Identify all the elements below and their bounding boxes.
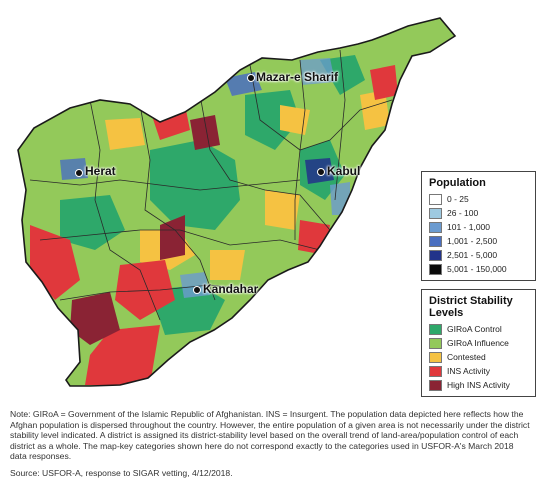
legend-swatch bbox=[429, 323, 442, 335]
population-legend-title: Population bbox=[429, 177, 486, 189]
legend-item: 1,001 - 2,500 bbox=[429, 234, 529, 248]
afghanistan-district-map bbox=[17, 17, 457, 387]
city-marker-kabul bbox=[317, 168, 325, 176]
stability-legend-title: District Stability Levels bbox=[429, 295, 529, 319]
city-label-kabul: Kabul bbox=[327, 164, 361, 178]
legend-swatch bbox=[429, 235, 442, 247]
map-source: Source: USFOR-A, response to SIGAR vetti… bbox=[10, 468, 233, 478]
legend-label: Contested bbox=[447, 352, 486, 362]
district-contested-region bbox=[265, 190, 300, 230]
legend-label: 1,001 - 2,500 bbox=[447, 236, 498, 246]
map-area: Mazar-e Sharif Herat Kabul Kandahar Popu… bbox=[17, 17, 536, 397]
city-marker-mazar bbox=[247, 74, 255, 82]
stability-legend: District Stability Levels GIRoA Control … bbox=[421, 289, 536, 397]
district-high-ins-region bbox=[160, 215, 185, 260]
stability-legend-title-line2: Levels bbox=[429, 307, 464, 319]
city-marker-kandahar bbox=[193, 286, 201, 294]
legend-item: Contested bbox=[429, 350, 529, 364]
legend-item: 101 - 1,000 bbox=[429, 220, 529, 234]
legend-swatch bbox=[429, 351, 442, 363]
map-note: Note: GIRoA = Government of the Islamic … bbox=[10, 409, 530, 462]
legend-swatch bbox=[429, 207, 442, 219]
district-ins-activity-region bbox=[370, 65, 398, 100]
district-ins-activity-region bbox=[30, 225, 80, 300]
legend-label: 0 - 25 bbox=[447, 194, 469, 204]
population-dense-region bbox=[300, 58, 335, 85]
legend-label: 26 - 100 bbox=[447, 208, 479, 218]
district-control-region bbox=[245, 90, 300, 150]
stability-legend-title-line1: District Stability bbox=[429, 295, 513, 307]
district-contested-region bbox=[105, 118, 145, 150]
legend-label: 2,501 - 5,000 bbox=[447, 250, 498, 260]
legend-label: 5,001 - 150,000 bbox=[447, 264, 507, 274]
legend-item: GIRoA Influence bbox=[429, 336, 529, 350]
legend-item: INS Activity bbox=[429, 364, 529, 378]
legend-item: 26 - 100 bbox=[429, 206, 529, 220]
population-dense-region bbox=[180, 272, 210, 298]
district-borders bbox=[29, 49, 393, 321]
legend-item: High INS Activity bbox=[429, 378, 529, 392]
district-control-region bbox=[150, 140, 240, 230]
legend-swatch bbox=[429, 249, 442, 261]
city-label-kandahar: Kandahar bbox=[203, 282, 259, 296]
city-label-herat: Herat bbox=[85, 164, 116, 178]
population-dense-region bbox=[330, 182, 350, 215]
city-label-mazar: Mazar-e Sharif bbox=[256, 70, 339, 84]
legend-swatch bbox=[429, 263, 442, 275]
legend-item: GIRoA Control bbox=[429, 322, 529, 336]
population-dense-region bbox=[60, 158, 88, 180]
legend-label: 101 - 1,000 bbox=[447, 222, 491, 232]
legend-item: 0 - 25 bbox=[429, 192, 529, 206]
country-outline bbox=[17, 17, 457, 387]
district-ins-activity-region bbox=[85, 325, 160, 385]
legend-label: INS Activity bbox=[447, 366, 490, 376]
city-marker-herat bbox=[75, 169, 83, 177]
district-high-ins-region bbox=[190, 115, 220, 150]
legend-item: 2,501 - 5,000 bbox=[429, 248, 529, 262]
population-legend: Population 0 - 25 26 - 100 101 - 1,000 1… bbox=[421, 171, 536, 281]
legend-swatch bbox=[429, 337, 442, 349]
district-contested-region bbox=[210, 250, 245, 280]
legend-item: 5,001 - 150,000 bbox=[429, 262, 529, 276]
legend-swatch bbox=[429, 221, 442, 233]
legend-swatch bbox=[429, 379, 442, 391]
legend-label: GIRoA Control bbox=[447, 324, 502, 334]
legend-swatch bbox=[429, 365, 442, 377]
district-contested-region bbox=[360, 90, 390, 130]
legend-label: GIRoA Influence bbox=[447, 338, 509, 348]
district-contested-region bbox=[280, 105, 310, 135]
district-high-ins-region bbox=[70, 292, 120, 345]
legend-label: High INS Activity bbox=[447, 380, 510, 390]
district-ins-activity-region bbox=[115, 260, 175, 320]
legend-swatch bbox=[429, 193, 442, 205]
